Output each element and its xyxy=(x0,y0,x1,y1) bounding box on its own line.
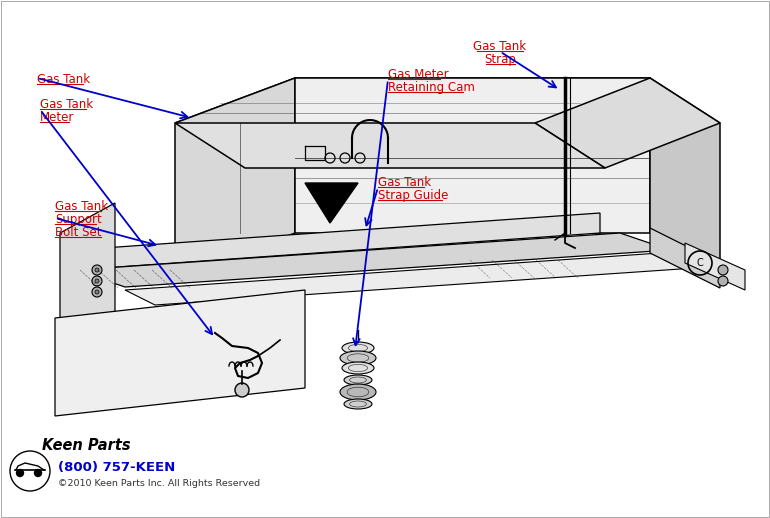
Circle shape xyxy=(95,290,99,294)
Polygon shape xyxy=(175,123,605,168)
Polygon shape xyxy=(75,213,600,270)
Text: Support: Support xyxy=(55,213,102,226)
Polygon shape xyxy=(60,203,115,348)
Polygon shape xyxy=(685,243,745,290)
Ellipse shape xyxy=(344,399,372,409)
Text: ©2010 Keen Parts Inc. All Rights Reserved: ©2010 Keen Parts Inc. All Rights Reserve… xyxy=(58,479,260,487)
Polygon shape xyxy=(650,228,720,288)
Text: Strap Guide: Strap Guide xyxy=(378,189,448,202)
Ellipse shape xyxy=(340,384,376,400)
Polygon shape xyxy=(55,290,305,416)
Circle shape xyxy=(35,469,42,477)
Text: C: C xyxy=(697,258,703,268)
Text: Gas Tank: Gas Tank xyxy=(37,73,90,86)
Circle shape xyxy=(92,287,102,297)
Polygon shape xyxy=(295,78,650,233)
Ellipse shape xyxy=(342,342,374,354)
Circle shape xyxy=(718,276,728,286)
Polygon shape xyxy=(650,78,720,278)
Polygon shape xyxy=(175,78,650,123)
Circle shape xyxy=(95,268,99,272)
Text: Gas Tank: Gas Tank xyxy=(474,40,527,53)
Text: Gas Tank: Gas Tank xyxy=(40,98,93,111)
Text: Meter: Meter xyxy=(40,111,75,124)
Polygon shape xyxy=(305,183,358,223)
Circle shape xyxy=(235,383,249,397)
Circle shape xyxy=(92,276,102,286)
Ellipse shape xyxy=(340,351,376,365)
Text: Retaining Cam: Retaining Cam xyxy=(388,81,475,94)
Text: Strap: Strap xyxy=(484,53,516,66)
Circle shape xyxy=(95,279,99,283)
Circle shape xyxy=(16,469,24,477)
Polygon shape xyxy=(535,78,720,168)
Text: (800) 757-KEEN: (800) 757-KEEN xyxy=(58,462,176,474)
Text: Gas Tank: Gas Tank xyxy=(378,176,431,189)
Polygon shape xyxy=(75,233,670,287)
Polygon shape xyxy=(125,253,695,305)
Text: Gas Meter: Gas Meter xyxy=(388,68,449,81)
Polygon shape xyxy=(175,78,295,278)
Text: Gas Tank: Gas Tank xyxy=(55,200,108,213)
Text: Keen Parts: Keen Parts xyxy=(42,439,131,453)
Circle shape xyxy=(92,265,102,275)
Ellipse shape xyxy=(342,362,374,374)
Ellipse shape xyxy=(344,375,372,385)
Text: Bolt Set: Bolt Set xyxy=(55,226,102,239)
Circle shape xyxy=(718,265,728,275)
Circle shape xyxy=(10,451,50,491)
